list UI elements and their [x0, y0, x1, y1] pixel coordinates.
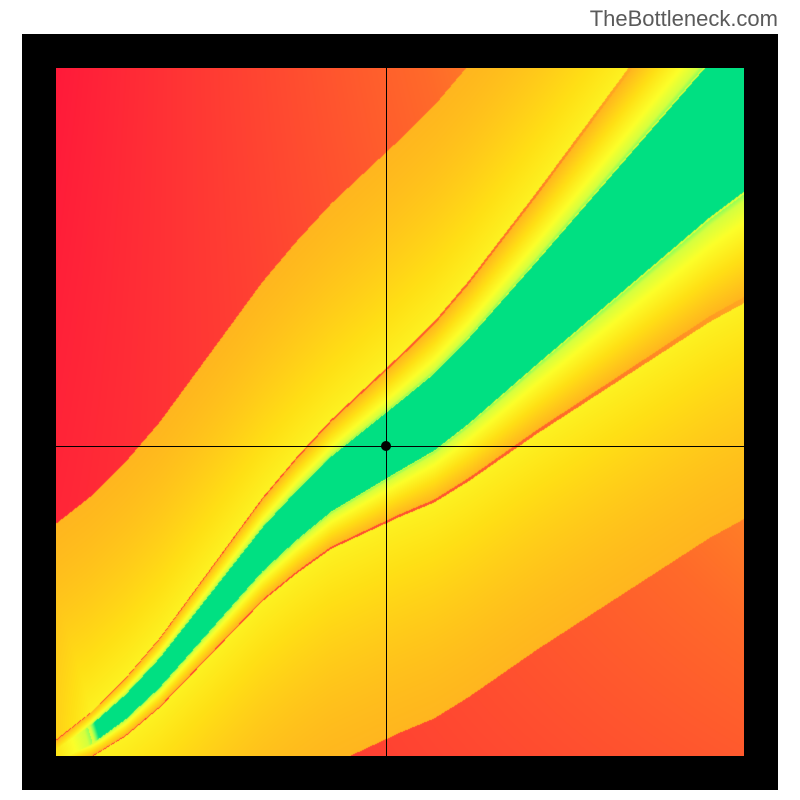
heatmap-plot [56, 68, 744, 756]
crosshair-vertical [386, 68, 387, 756]
watermark-text: TheBottleneck.com [590, 6, 778, 32]
heatmap-canvas [56, 68, 744, 756]
crosshair-horizontal [56, 446, 744, 447]
